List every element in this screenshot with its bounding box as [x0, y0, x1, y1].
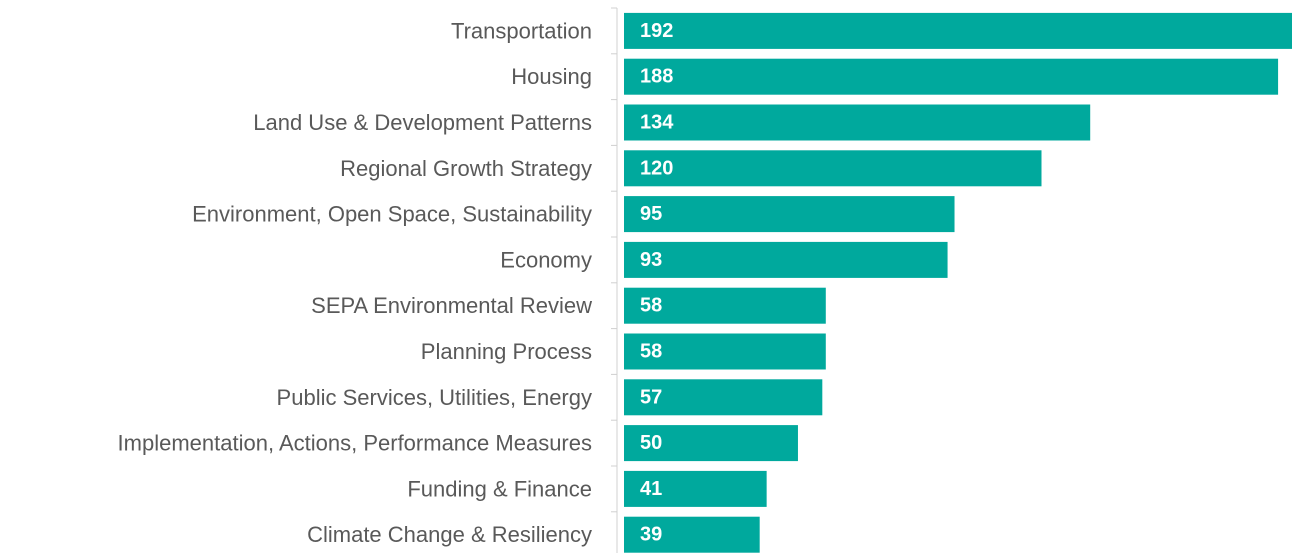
- value-label: 192: [640, 20, 673, 42]
- value-label: 58: [640, 295, 662, 317]
- bar: [624, 150, 1042, 187]
- bar: [624, 104, 1091, 141]
- bar: [624, 12, 1292, 49]
- bar: [624, 516, 760, 553]
- value-label: 95: [640, 203, 662, 225]
- value-label: 120: [640, 157, 673, 179]
- category-label: Land Use & Development Patterns: [253, 110, 592, 135]
- category-label: Transportation: [451, 18, 592, 43]
- value-label: 41: [640, 478, 662, 500]
- bar: [624, 196, 955, 233]
- bar: [624, 425, 798, 462]
- value-label: 188: [640, 66, 673, 88]
- value-label: 93: [640, 249, 662, 271]
- value-label: 39: [640, 524, 662, 546]
- category-label: Planning Process: [421, 339, 592, 364]
- value-label: 57: [640, 386, 662, 408]
- category-label: Housing: [511, 64, 592, 89]
- bar: [624, 470, 767, 507]
- bar: [624, 333, 826, 370]
- category-label: Funding & Finance: [407, 476, 592, 501]
- value-label: 58: [640, 341, 662, 363]
- category-label: Economy: [500, 247, 592, 272]
- category-label: Implementation, Actions, Performance Mea…: [118, 431, 592, 456]
- value-label: 50: [640, 432, 662, 454]
- value-label: 134: [640, 112, 674, 134]
- category-label: Environment, Open Space, Sustainability: [192, 202, 592, 227]
- category-label: Public Services, Utilities, Energy: [277, 385, 592, 410]
- bar: [624, 58, 1279, 95]
- category-label: SEPA Environmental Review: [311, 293, 592, 318]
- category-label: Regional Growth Strategy: [340, 156, 592, 181]
- category-label: Climate Change & Resiliency: [307, 522, 592, 547]
- bar: [624, 287, 826, 324]
- bar: [624, 241, 948, 278]
- bar: [624, 379, 823, 416]
